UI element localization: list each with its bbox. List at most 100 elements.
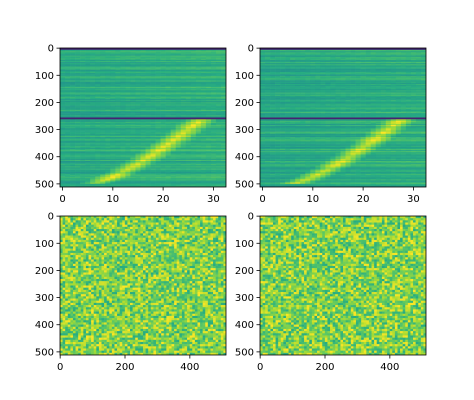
- heatmap-cell: [185, 137, 192, 139]
- heatmap-cell: [415, 62, 422, 64]
- heatmap-cell: [85, 145, 91, 148]
- heatmap-cell: [110, 153, 116, 155]
- heatmap-cell: [160, 129, 166, 131]
- heatmap-cell: [315, 67, 321, 69]
- heatmap-cell: [100, 57, 106, 60]
- heatmap-cell: [210, 66, 217, 68]
- heatmap-cell: [150, 120, 156, 123]
- heatmap-cell: [205, 77, 212, 79]
- heatmap-cell: [115, 138, 121, 140]
- heatmap-cell: [180, 171, 187, 174]
- heatmap-cell: [205, 145, 212, 148]
- heatmap-cell: [205, 154, 212, 156]
- heatmap-cell: [210, 121, 217, 124]
- heatmap-cell: [140, 170, 146, 173]
- heatmap-cell: [75, 162, 81, 164]
- heatmap-cell: [65, 135, 71, 138]
- heatmap-cell: [185, 69, 192, 72]
- heatmap-cell: [75, 82, 81, 85]
- heatmap-cell: [170, 93, 176, 95]
- heatmap-cell: [70, 168, 76, 170]
- heatmap-cell: [330, 66, 336, 68]
- heatmap-cell: [375, 58, 382, 61]
- heatmap-cell: [75, 143, 81, 145]
- heatmap-cell: [305, 64, 311, 66]
- heatmap-cell: [210, 128, 217, 130]
- heatmap-cell: [75, 94, 81, 97]
- heatmap-cell: [135, 145, 141, 148]
- heatmap-cell: [350, 61, 356, 63]
- heatmap-cell: [90, 152, 96, 154]
- heatmap-cell: [160, 50, 166, 52]
- heatmap-cell: [210, 122, 217, 125]
- heatmap-cell: [130, 138, 136, 140]
- heatmap-cell: [95, 167, 101, 169]
- heatmap-cell: [165, 59, 171, 62]
- heatmap-cell: [185, 184, 192, 187]
- heatmap-cell: [70, 131, 76, 134]
- heatmap-cell: [90, 57, 96, 60]
- heatmap-cell: [180, 63, 187, 65]
- heatmap-cell: [65, 80, 71, 82]
- heatmap-cell: [400, 68, 407, 71]
- heatmap-cell: [210, 167, 217, 169]
- heatmap-cell: [180, 160, 187, 163]
- heatmap-cell: [60, 86, 66, 88]
- heatmap-cell: [200, 156, 207, 158]
- heatmap-cell: [70, 137, 76, 139]
- heatmap-cell: [310, 59, 316, 62]
- heatmap-cell: [320, 62, 326, 64]
- heatmap-cell: [210, 119, 217, 122]
- heatmap-cell: [335, 52, 341, 54]
- heatmap-cell: [130, 97, 136, 100]
- heatmap-cell: [150, 143, 156, 145]
- heatmap-cell: [160, 86, 166, 88]
- heatmap-cell: [155, 104, 161, 106]
- heatmap-cell: [125, 56, 131, 59]
- heatmap-cell: [110, 70, 116, 73]
- heatmap-cell: [205, 131, 212, 134]
- heatmap-cell: [205, 180, 212, 182]
- heatmap-cell: [395, 50, 402, 52]
- heatmap-cell: [175, 175, 182, 177]
- heatmap-cell: [125, 80, 131, 82]
- heatmap-cell: [85, 108, 91, 111]
- heatmap-cell: [160, 124, 166, 126]
- heatmap-cell: [120, 176, 126, 178]
- heatmap-cell: [110, 154, 116, 156]
- heatmap-cell: [295, 61, 301, 63]
- heatmap-cell: [85, 97, 91, 100]
- heatmap-cell: [175, 100, 182, 102]
- heatmap-cell: [75, 138, 81, 140]
- heatmap-cell: [365, 50, 371, 52]
- heatmap-cell: [160, 62, 166, 64]
- heatmap-cell: [120, 139, 126, 141]
- heatmap-cell: [90, 112, 96, 114]
- heatmap-cell: [90, 175, 96, 177]
- heatmap-cell: [210, 138, 217, 140]
- heatmap-cell: [265, 57, 271, 60]
- heatmap-cell: [200, 83, 207, 86]
- heatmap-cell: [165, 106, 171, 109]
- heatmap-cell: [75, 90, 81, 92]
- heatmap-cell: [90, 81, 96, 84]
- heatmap-cell: [125, 72, 131, 75]
- heatmap-cell: [190, 171, 197, 174]
- heatmap-cell: [60, 91, 66, 93]
- heatmap-cell: [345, 63, 351, 65]
- heatmap-cell: [115, 90, 121, 92]
- heatmap-cell: [210, 152, 217, 154]
- heatmap-cell: [210, 71, 217, 74]
- heatmap-cell: [215, 148, 222, 151]
- heatmap-cell: [215, 151, 222, 153]
- heatmap-cell: [190, 164, 197, 166]
- heatmap-cell: [295, 56, 301, 59]
- heatmap-cell: [165, 62, 171, 64]
- heatmap-cell: [220, 68, 226, 71]
- heatmap-cell: [360, 65, 366, 67]
- heatmap-cell: [65, 154, 71, 156]
- heatmap-cell: [205, 156, 212, 158]
- heatmap-cell: [215, 157, 222, 160]
- heatmap-cell: [140, 69, 146, 72]
- heatmap-cell: [215, 110, 222, 113]
